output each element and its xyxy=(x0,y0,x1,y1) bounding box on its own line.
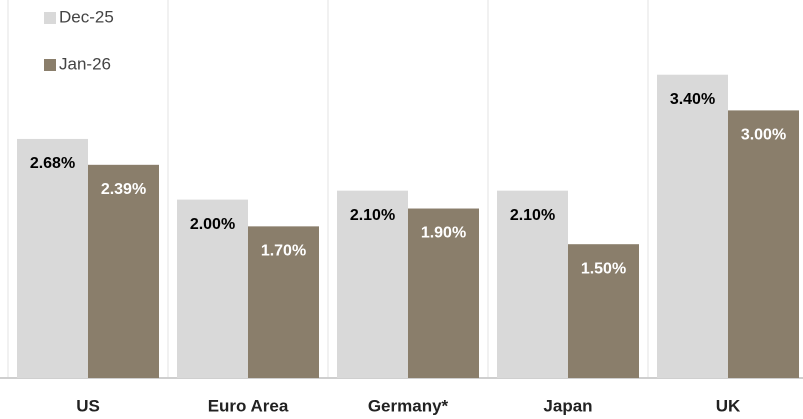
x-tick-label: US xyxy=(76,396,100,415)
value-label: 1.50% xyxy=(581,260,626,277)
legend-label: Jan-26 xyxy=(59,54,111,73)
x-tick-label: Japan xyxy=(543,396,592,415)
bar xyxy=(497,190,568,378)
value-label: 2.10% xyxy=(350,207,395,224)
bar xyxy=(337,190,408,378)
value-label: 1.90% xyxy=(421,225,466,242)
legend-swatch xyxy=(44,12,56,24)
value-label: 3.00% xyxy=(741,127,786,144)
bar xyxy=(657,74,728,378)
bar xyxy=(17,138,88,378)
bar xyxy=(177,199,248,378)
x-tick-label: UK xyxy=(716,396,741,415)
value-label: 2.39% xyxy=(101,181,146,198)
bar xyxy=(568,244,639,378)
bar xyxy=(88,164,159,378)
x-tick-label: Germany* xyxy=(368,396,449,415)
value-label: 3.40% xyxy=(670,91,715,108)
bar xyxy=(248,226,319,378)
x-tick-label: Euro Area xyxy=(208,396,289,415)
value-label: 2.00% xyxy=(190,216,235,233)
value-label: 1.70% xyxy=(261,243,306,260)
legend-label: Dec-25 xyxy=(59,7,114,26)
bar xyxy=(728,110,799,379)
value-label: 2.10% xyxy=(510,207,555,224)
bar xyxy=(408,208,479,378)
legend-swatch xyxy=(44,59,56,71)
value-label: 2.68% xyxy=(30,155,75,172)
